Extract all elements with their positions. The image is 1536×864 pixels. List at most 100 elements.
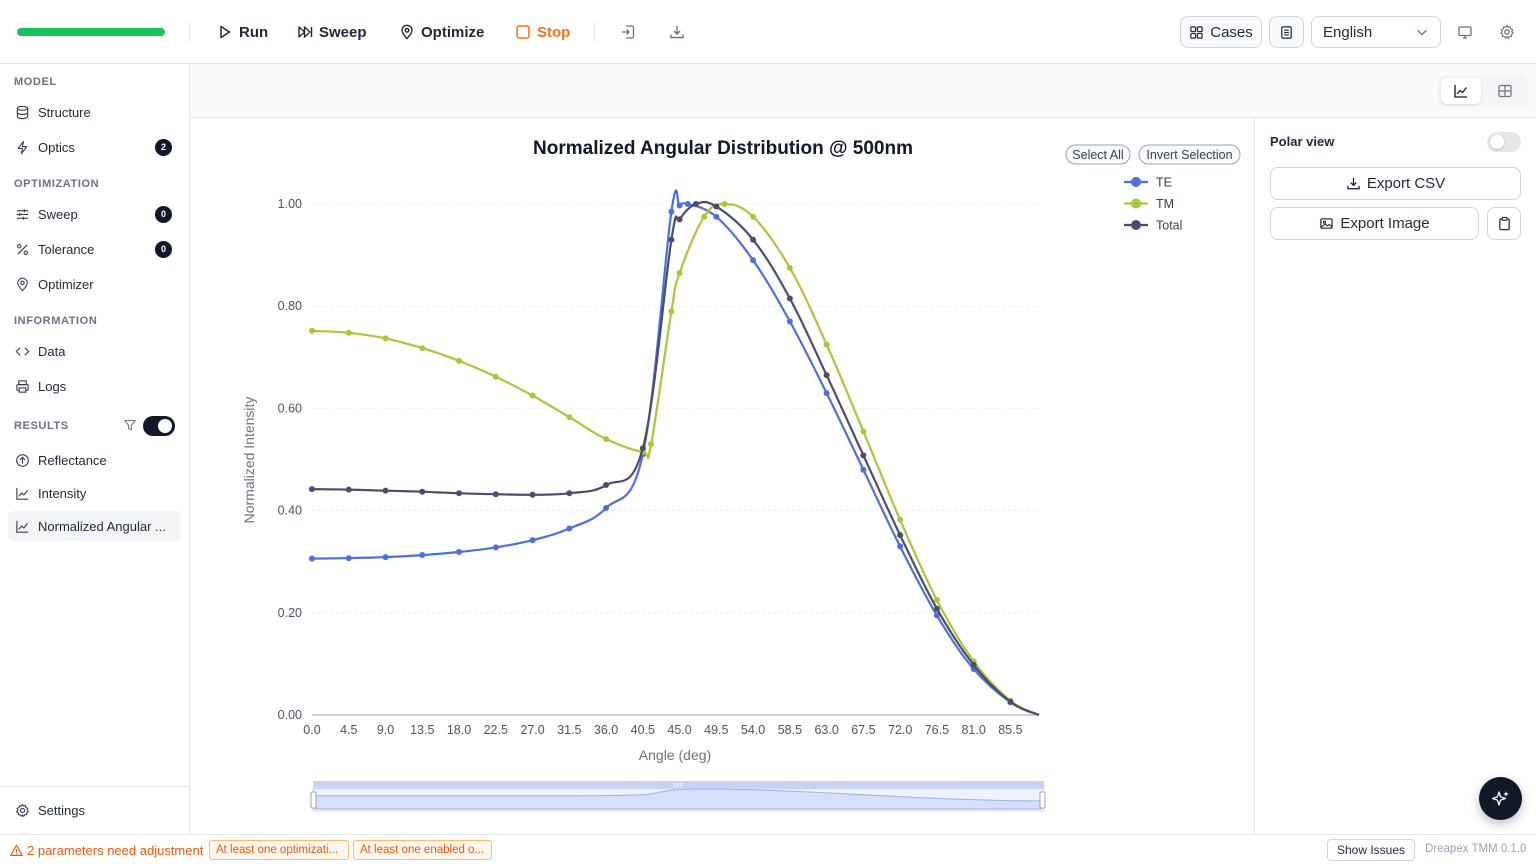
data-point[interactable] (750, 257, 757, 264)
settings-gear-button[interactable] (1495, 20, 1519, 44)
polar-view-toggle[interactable] (1487, 132, 1521, 152)
sidebar-item-optimizer[interactable]: Optimizer (8, 269, 181, 299)
cases-button[interactable]: Cases (1180, 16, 1262, 48)
data-point[interactable] (603, 482, 610, 489)
data-point[interactable] (970, 661, 977, 668)
chart-view-button[interactable] (1441, 78, 1481, 104)
sidebar-item-data[interactable]: Data (8, 336, 181, 366)
data-point[interactable] (668, 236, 675, 243)
language-select[interactable]: English (1311, 16, 1441, 48)
data-point[interactable] (897, 532, 904, 539)
data-point[interactable] (456, 490, 463, 497)
export-image-button[interactable]: Export Image (1270, 207, 1479, 240)
data-point[interactable] (456, 357, 463, 364)
data-point[interactable] (603, 436, 610, 443)
sidebar-item-reflectance[interactable]: Reflectance (8, 445, 181, 475)
data-point[interactable] (676, 269, 683, 276)
copy-button[interactable] (1487, 207, 1521, 240)
run-button[interactable]: Run (217, 18, 268, 46)
sidebar-item-logs[interactable]: Logs (8, 371, 181, 401)
data-point[interactable] (603, 505, 610, 512)
select-all-button[interactable]: Select All (1065, 144, 1131, 165)
data-point[interactable] (345, 555, 352, 562)
data-point[interactable] (529, 537, 536, 544)
data-point[interactable] (823, 341, 830, 348)
data-point[interactable] (566, 525, 573, 532)
stop-button[interactable]: Stop (515, 18, 570, 46)
data-point[interactable] (647, 441, 654, 448)
sidebar-item-tolerance[interactable]: Tolerance 0 (8, 234, 181, 264)
data-point[interactable] (684, 201, 691, 207)
data-point[interactable] (786, 295, 793, 302)
data-point[interactable] (382, 554, 389, 561)
data-point[interactable] (492, 544, 499, 551)
data-point[interactable] (933, 597, 940, 604)
zoom-slider[interactable] (310, 781, 1046, 812)
data-point[interactable] (1007, 698, 1014, 705)
data-point[interactable] (419, 345, 426, 352)
issue-chip[interactable]: At least one optimizati... (209, 840, 349, 860)
download-button[interactable] (665, 20, 689, 44)
warning-summary[interactable]: 2 parameters need adjustment (10, 843, 203, 858)
data-point[interactable] (933, 612, 940, 619)
data-point[interactable] (897, 543, 904, 550)
data-point[interactable] (668, 208, 675, 215)
zoom-drag-grip[interactable] (674, 783, 682, 787)
data-point[interactable] (692, 201, 699, 207)
invert-selection-button[interactable]: Invert Selection (1138, 144, 1241, 165)
data-point[interactable] (492, 491, 499, 498)
data-point[interactable] (786, 264, 793, 271)
data-point[interactable] (309, 555, 315, 562)
sidebar-item-settings[interactable]: Settings (8, 795, 181, 825)
data-point[interactable] (345, 329, 352, 336)
docs-button[interactable] (1269, 16, 1304, 48)
show-issues-button[interactable]: Show Issues (1327, 839, 1415, 861)
data-point[interactable] (639, 445, 646, 452)
data-point[interactable] (529, 491, 536, 498)
display-button[interactable] (1453, 20, 1477, 44)
data-point[interactable] (668, 308, 675, 315)
data-point[interactable] (676, 202, 683, 209)
data-point[interactable] (566, 490, 573, 497)
data-point[interactable] (750, 236, 757, 243)
optimize-button[interactable]: Optimize (399, 18, 484, 46)
export-csv-button[interactable]: Export CSV (1270, 167, 1521, 200)
issue-chip[interactable]: At least one enabled o... (353, 840, 492, 860)
data-point[interactable] (823, 390, 830, 397)
data-point[interactable] (933, 605, 940, 612)
data-point[interactable] (713, 203, 720, 210)
sidebar-item-normalized-angular[interactable]: Normalized Angular ... (8, 511, 181, 541)
data-point[interactable] (309, 327, 315, 334)
data-point[interactable] (492, 373, 499, 380)
data-point[interactable] (860, 466, 867, 473)
data-point[interactable] (419, 552, 426, 559)
data-point[interactable] (309, 486, 315, 493)
data-point[interactable] (701, 213, 708, 220)
data-point[interactable] (860, 428, 867, 435)
data-point[interactable] (713, 213, 720, 220)
data-point[interactable] (382, 487, 389, 494)
table-view-button[interactable] (1485, 78, 1525, 104)
data-point[interactable] (676, 216, 683, 223)
legend-item-te[interactable]: TE (1124, 176, 1172, 190)
sweep-button[interactable]: Sweep (297, 18, 367, 46)
data-point[interactable] (345, 486, 352, 493)
import-button[interactable] (616, 20, 640, 44)
sidebar-item-optics[interactable]: Optics 2 (8, 132, 181, 162)
data-point[interactable] (860, 452, 867, 459)
sidebar-item-sweep[interactable]: Sweep 0 (8, 199, 181, 229)
filter-icon[interactable] (123, 418, 137, 432)
legend-item-total[interactable]: Total (1124, 219, 1182, 233)
data-point[interactable] (897, 516, 904, 523)
data-point[interactable] (419, 488, 426, 495)
data-point[interactable] (382, 335, 389, 342)
data-point[interactable] (456, 548, 463, 555)
ai-assistant-button[interactable] (1479, 777, 1522, 820)
data-point[interactable] (566, 414, 573, 421)
data-point[interactable] (786, 318, 793, 325)
data-point[interactable] (529, 392, 536, 399)
data-point[interactable] (721, 201, 728, 207)
sidebar-item-structure[interactable]: Structure (8, 97, 181, 127)
data-point[interactable] (750, 213, 757, 220)
zoom-handle-left[interactable] (310, 791, 317, 809)
